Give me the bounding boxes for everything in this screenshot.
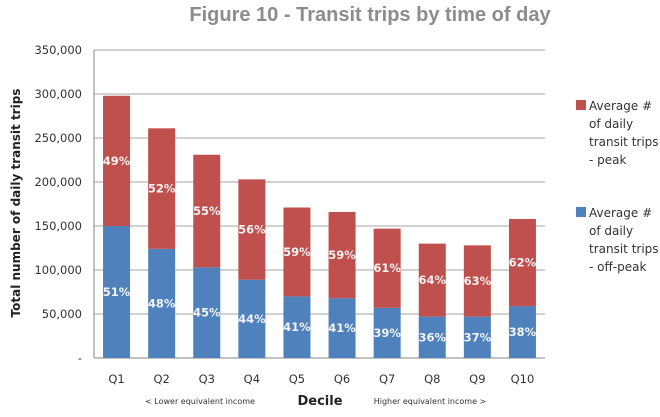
legend-label: - peak: [589, 153, 626, 167]
y-tick-label: 200,000: [34, 175, 82, 189]
bar-peak: [103, 95, 131, 226]
data-label: 55%: [193, 204, 221, 218]
bar-peak: [148, 128, 176, 249]
bar-off-peak: [328, 298, 356, 358]
x-tick-label: Q7: [379, 372, 395, 386]
x-tick-label: Q2: [153, 372, 169, 386]
y-tick-label: 300,000: [34, 87, 82, 101]
y-tick-label: 50,000: [42, 307, 82, 321]
y-tick-label: 100,000: [34, 263, 82, 277]
data-label: 51%: [103, 285, 131, 299]
x-note-left: < Lower equivalent income: [145, 397, 255, 406]
x-axis-label: Decile: [297, 394, 342, 409]
bar-off-peak: [418, 316, 446, 358]
data-label: 61%: [373, 261, 401, 275]
x-tick-label: Q5: [289, 372, 305, 386]
legend-label: transit trips: [589, 135, 659, 149]
x-tick-label: Q8: [424, 372, 440, 386]
bar-peak: [238, 179, 266, 280]
x-tick-label: Q9: [469, 372, 485, 386]
y-tick-label: 150,000: [34, 219, 82, 233]
legend-label: transit trips: [589, 242, 659, 256]
data-label: 48%: [148, 296, 176, 310]
bar-peak: [463, 245, 491, 317]
x-tick-label: Q6: [334, 372, 350, 386]
data-label: 52%: [148, 182, 176, 196]
legend-swatch: [576, 100, 586, 110]
y-tick-label: -: [78, 351, 82, 365]
legend-label: of daily: [589, 224, 633, 238]
bar-peak: [283, 207, 311, 297]
y-tick-label: 250,000: [34, 131, 82, 145]
data-label: 44%: [238, 312, 266, 326]
x-tick-label: Q10: [511, 372, 535, 386]
data-label: 37%: [464, 330, 492, 344]
data-label: 49%: [103, 154, 131, 168]
bar-peak: [193, 154, 221, 268]
data-label: 36%: [418, 330, 446, 344]
bar-off-peak: [463, 316, 491, 358]
bar-off-peak: [283, 296, 311, 358]
data-label: 56%: [238, 223, 266, 237]
legend-label: Average #: [589, 206, 652, 220]
data-label: 63%: [464, 274, 492, 288]
data-label: 38%: [509, 325, 537, 339]
data-label: 39%: [373, 326, 401, 340]
bar-off-peak: [193, 267, 221, 358]
legend-label: of daily: [589, 117, 633, 131]
data-label: 59%: [283, 245, 311, 259]
bar-peak: [373, 228, 401, 308]
data-label: 41%: [283, 320, 311, 334]
y-tick-label: 350,000: [34, 43, 82, 57]
data-label: 64%: [418, 273, 446, 287]
x-tick-label: Q1: [108, 372, 124, 386]
legend-swatch: [576, 207, 586, 217]
data-label: 62%: [509, 256, 537, 270]
chart-title: Figure 10 - Transit trips by time of day: [189, 4, 551, 26]
bar-peak: [418, 243, 446, 317]
bar-off-peak: [508, 306, 536, 358]
y-axis-label: Total number of daily transit trips: [9, 89, 23, 318]
bar-off-peak: [148, 248, 176, 358]
data-label: 45%: [193, 306, 221, 320]
x-tick-label: Q4: [244, 372, 260, 386]
bar-off-peak: [373, 307, 401, 358]
x-tick-label: Q3: [199, 372, 215, 386]
legend-label: Average #: [589, 99, 652, 113]
legend-label: - off-peak: [589, 260, 646, 274]
data-label: 41%: [328, 321, 356, 335]
bar-peak: [508, 218, 536, 307]
bar-off-peak: [238, 279, 266, 358]
data-label: 59%: [328, 248, 356, 262]
x-note-right: Higher equivalent income >: [374, 397, 487, 406]
bar-peak: [328, 211, 356, 299]
bar-off-peak: [103, 226, 131, 358]
